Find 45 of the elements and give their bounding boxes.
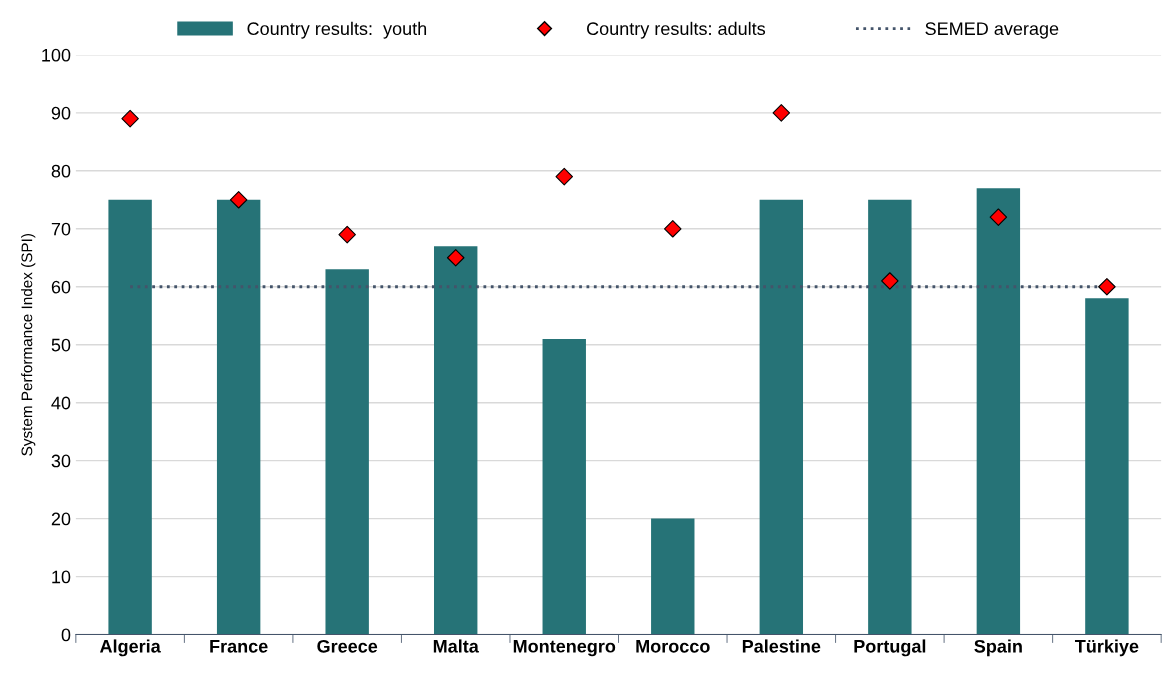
x-tick-label: Algeria [99, 639, 161, 657]
y-tick-label: 100 [42, 48, 71, 62]
x-tick-label: Montenegro [513, 640, 616, 657]
point [772, 104, 791, 122]
point [1098, 277, 1116, 296]
bar [542, 338, 586, 635]
y-tick-label: 50 [51, 338, 71, 352]
x-tick-label: Morocco [636, 640, 710, 653]
bar [868, 199, 912, 635]
x-tick-label: Spain [974, 639, 1022, 657]
y-tick-label: 90 [51, 106, 71, 120]
y-tick-label: 20 [51, 512, 71, 526]
bar [759, 199, 804, 635]
point [555, 167, 574, 186]
y-axis-title: System Performance Index (SPI) [21, 234, 36, 456]
y-tick-label: 60 [51, 280, 71, 294]
x-tick-label: France [210, 640, 268, 653]
legend-label: Country results: youth [247, 21, 427, 39]
bar [976, 188, 1021, 635]
x-tick-label: Greece [317, 639, 378, 653]
bar [1085, 298, 1129, 635]
legend-label: Country results: adults [587, 21, 766, 39]
y-tick-label: 80 [51, 164, 71, 178]
point [446, 248, 465, 267]
bar [651, 518, 695, 635]
point [121, 109, 139, 128]
y-tick-label: 30 [51, 454, 71, 468]
x-tick-label: Türkiye [1074, 639, 1139, 657]
bar [434, 246, 478, 635]
bar [325, 269, 369, 635]
x-tick-label: Portugal [854, 639, 926, 657]
bar [108, 199, 152, 635]
point [881, 272, 899, 290]
y-tick-label: 10 [52, 570, 71, 584]
x-tick-label: Palestine [742, 639, 821, 653]
x-tick-label: Malta [433, 639, 479, 653]
bar [216, 199, 261, 635]
y-tick-label: 70 [51, 222, 71, 236]
point [229, 191, 248, 209]
y-tick-label: 40 [51, 396, 71, 410]
point [664, 220, 682, 238]
point [338, 225, 356, 244]
y-tick-label: 0 [61, 628, 71, 642]
point [989, 208, 1008, 226]
legend-label: SEMED average [925, 22, 1059, 39]
